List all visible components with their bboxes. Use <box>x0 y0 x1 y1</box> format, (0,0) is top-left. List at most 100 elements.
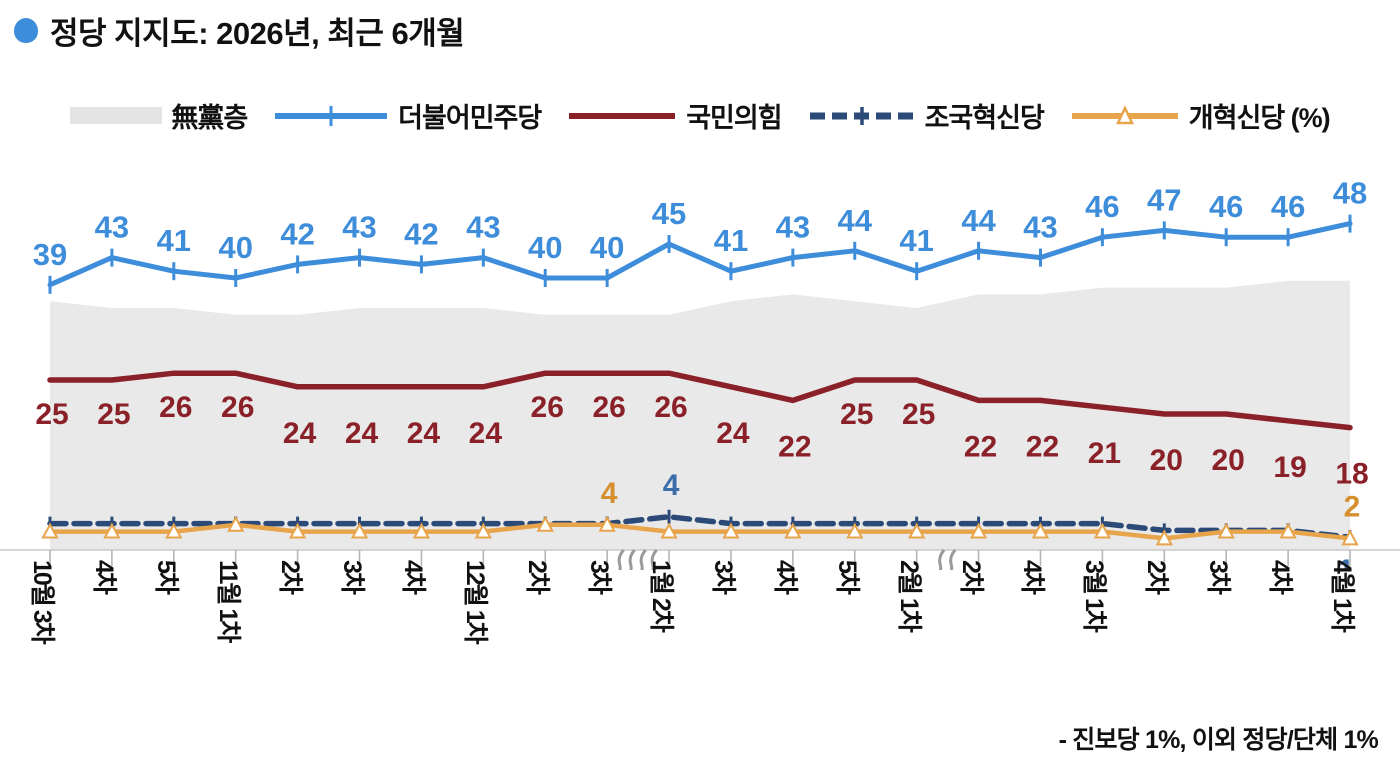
legend-swatch-line-triangle-icon <box>1070 103 1180 129</box>
chart-legend: 無黨층 더불어민주당 국민의힘 조국혁신당 <box>0 96 1400 135</box>
marker-triangle <box>103 522 121 539</box>
data-value-label: 22 <box>964 430 997 463</box>
series-line-democratic <box>47 221 1353 288</box>
data-value-label: 46 <box>1085 189 1119 224</box>
series-line-reform <box>47 522 1353 541</box>
x-axis-label: 3월 1차 <box>1080 560 1109 631</box>
data-value-label: 22 <box>778 430 811 463</box>
data-value-label: 25 <box>35 398 68 431</box>
x-axis-label: 2차 <box>275 560 304 593</box>
x-axis-label: 4월 1차 <box>1328 560 1356 631</box>
data-value-label: 46 <box>1209 189 1243 224</box>
data-value-label: 43 <box>95 210 129 245</box>
series-line-rebuilding <box>47 514 1353 540</box>
data-value-label: 40 <box>528 230 562 265</box>
legend-item-democratic[interactable]: 더불어민주당 <box>273 96 542 135</box>
x-axis-label: 1월 2차 <box>647 560 676 631</box>
x-axis-label: 4차 <box>399 560 428 593</box>
data-value-label: 44 <box>838 203 873 238</box>
x-axis-label: 3차 <box>585 560 614 593</box>
data-value-label: 25 <box>97 398 130 431</box>
marker-triangle <box>1031 522 1050 539</box>
data-value-label: 26 <box>221 391 254 424</box>
x-axis-label: 4차 <box>770 560 799 593</box>
legend-label-ppp: 국민의힘 <box>686 103 782 133</box>
x-axis-label: 3차 <box>1204 560 1233 593</box>
legend-item-reform[interactable]: 개혁신당 (%) <box>1070 96 1331 135</box>
marker-triangle <box>846 522 864 539</box>
data-value-label: 19 <box>1273 451 1306 484</box>
data-value-label: 24 <box>407 417 441 450</box>
x-axis-label: 2차 <box>523 560 552 593</box>
chart-plot-area: 25 25 26 26 24 24 24 24 26 26 26 24 22 25 25 22 22 21 20 20… <box>0 150 1400 570</box>
legend-swatch-line-plus-icon <box>273 103 389 129</box>
data-value-label: 26 <box>531 391 564 424</box>
data-value-label: 26 <box>654 391 687 424</box>
data-value-label: 43 <box>776 210 810 245</box>
marker-triangle <box>227 515 245 532</box>
data-value-label: 26 <box>159 391 192 424</box>
data-value-label: 41 <box>899 223 933 258</box>
marker-triangle <box>1093 522 1112 539</box>
data-value-label: 4 <box>663 469 680 502</box>
data-value-label: 47 <box>1147 182 1181 217</box>
legend-swatch-area-icon <box>70 107 163 124</box>
data-value-label: 25 <box>840 398 873 431</box>
marker-triangle <box>1155 529 1173 546</box>
x-axis-label: 2차 <box>956 560 985 593</box>
x-axis-label: 12월 1차 <box>461 560 490 643</box>
data-value-label: 24 <box>469 417 503 450</box>
x-axis-label: 3차 <box>337 560 366 593</box>
data-value-label: 42 <box>280 216 314 251</box>
marker-triangle <box>165 522 183 539</box>
marker-triangle <box>660 522 678 539</box>
data-value-label: 24 <box>345 417 379 450</box>
legend-item-rebuilding[interactable]: 조국혁신당 <box>808 96 1045 135</box>
x-axis-label: 4차 <box>89 560 118 593</box>
data-value-label: 43 <box>342 210 376 245</box>
data-value-label: 42 <box>404 216 438 251</box>
data-value-label: 24 <box>283 417 317 450</box>
data-value-label: 40 <box>218 230 252 265</box>
marker-triangle <box>1279 522 1297 539</box>
legend-label-reform: 개혁신당 (%) <box>1188 103 1331 133</box>
x-axis-label: 2월 1차 <box>894 560 923 631</box>
x-axis-label: 5차 <box>151 560 180 593</box>
bullet-icon <box>14 18 38 43</box>
data-value-label: 20 <box>1212 444 1245 477</box>
x-axis-label: 4차 <box>1266 560 1295 593</box>
data-value-label: 44 <box>961 203 996 238</box>
data-value-label: 21 <box>1088 437 1121 470</box>
page-title: 정당 지지도: 2026년, 최근 6개월 <box>14 8 465 53</box>
legend-item-ppp[interactable]: 국민의힘 <box>567 96 783 135</box>
data-value-label: 26 <box>592 391 625 424</box>
legend-label-rebuilding: 조국혁신당 <box>924 103 1045 133</box>
data-value-label: 18 <box>1335 458 1368 491</box>
page-title-text: 정당 지지도: 2026년, 최근 6개월 <box>50 16 465 51</box>
x-axis-label: 3차 <box>708 560 737 593</box>
axis-break-mark <box>617 549 658 570</box>
legend-swatch-dashed-plus-icon <box>808 103 916 129</box>
legend-swatch-line-icon <box>567 103 677 129</box>
marker-triangle <box>969 522 988 539</box>
marker-triangle <box>598 515 616 532</box>
data-value-label: 40 <box>590 230 624 265</box>
marker-triangle <box>350 522 369 539</box>
data-value-label: 41 <box>157 223 191 258</box>
x-axis-label: 4차 <box>1018 560 1047 593</box>
legend-label-democratic: 더불어민주당 <box>398 103 542 133</box>
x-axis-label: 5차 <box>832 560 861 593</box>
data-value-label: 24 <box>716 417 750 450</box>
x-axis-label: 11월 1차 <box>213 560 242 642</box>
marker-triangle <box>536 515 554 532</box>
marker-triangle <box>907 522 926 539</box>
series-line-ppp <box>47 370 1353 431</box>
chart-x-axis: 10월 3차 4차 5차 11월 1차 2차 3차 4차 12월 1차 2차 3차 1월 2차 3차 4… <box>0 560 1400 710</box>
legend-item-no-party[interactable]: 無黨층 <box>70 96 248 135</box>
marker-triangle <box>1217 522 1235 539</box>
data-value-label: 48 <box>1333 176 1367 211</box>
marker-triangle <box>722 522 740 539</box>
data-value-label: 20 <box>1150 444 1183 477</box>
data-value-label: 41 <box>714 223 748 258</box>
